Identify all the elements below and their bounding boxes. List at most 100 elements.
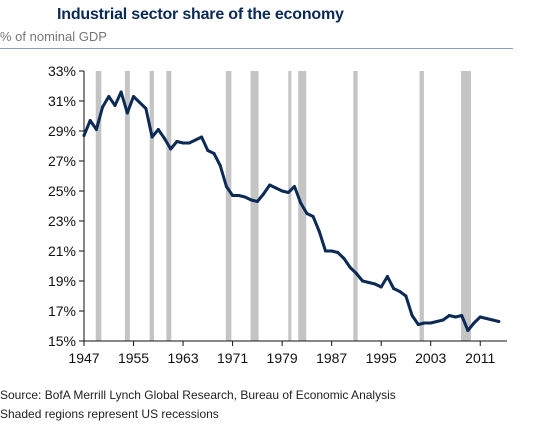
chart-subtitle: % of nominal GDP (0, 29, 107, 44)
recession-band (288, 71, 292, 341)
data-point (453, 315, 457, 319)
data-point (237, 194, 241, 197)
data-point (119, 90, 123, 94)
data-point (181, 141, 185, 145)
data-point (206, 149, 210, 152)
data-point (410, 314, 414, 317)
data-point (441, 318, 445, 322)
y-tick-label: 15% (48, 333, 76, 349)
x-tick-label: 1995 (366, 350, 397, 366)
data-point (429, 321, 433, 325)
y-axis-ticks: 15% 17% 19% 21% 23% 25% 27% 29% 31% 33% (48, 63, 84, 349)
data-point (274, 186, 278, 190)
data-point (435, 320, 439, 323)
data-point (88, 119, 92, 122)
x-tick-label: 1955 (118, 350, 149, 366)
recession-band (250, 71, 259, 341)
data-point (113, 104, 117, 107)
data-point (187, 141, 191, 145)
data-point (367, 281, 371, 284)
data-point (336, 251, 340, 254)
y-tick-label: 21% (48, 243, 76, 259)
recession-band (353, 71, 358, 341)
data-point (466, 329, 470, 332)
data-point (169, 147, 173, 151)
data-point (342, 257, 346, 260)
recession-band (95, 71, 102, 341)
data-point (323, 249, 327, 253)
data-point (280, 189, 284, 193)
data-point (293, 185, 296, 188)
data-point (299, 201, 303, 205)
x-axis-ticks: 1947 1955 1963 1971 1979 1987 1995 2003 2011 (68, 341, 495, 366)
data-point (404, 294, 408, 298)
y-tick-label: 29% (48, 123, 76, 139)
data-point (268, 183, 272, 187)
x-tick-label: 1987 (316, 350, 347, 366)
recession-shading (95, 71, 471, 341)
data-point (132, 95, 136, 98)
data-point (150, 135, 154, 139)
data-point (249, 198, 253, 202)
data-point (373, 282, 377, 286)
recession-band (166, 71, 172, 341)
data-point (447, 314, 451, 317)
data-point (497, 320, 501, 323)
chart-axes (83, 71, 507, 342)
data-point (460, 314, 464, 317)
data-point (262, 192, 266, 196)
data-point (175, 140, 179, 143)
x-tick-label: 1971 (217, 350, 248, 366)
x-tick-label: 2011 (465, 350, 495, 366)
recession-band (461, 71, 471, 341)
data-point (200, 135, 204, 139)
data-point (472, 321, 476, 325)
y-tick-label: 17% (48, 303, 76, 319)
data-point (398, 290, 402, 293)
data-point (107, 95, 111, 98)
data-point (385, 275, 389, 278)
data-point (82, 134, 86, 137)
recession-band (225, 71, 232, 341)
data-point (317, 230, 321, 233)
source-note: Source: BofA Merrill Lynch Global Resear… (0, 388, 396, 402)
data-point (125, 111, 129, 115)
data-point (156, 128, 160, 131)
data-point (348, 266, 352, 269)
data-point (162, 137, 166, 140)
series-group (82, 90, 501, 332)
data-point (330, 249, 334, 253)
data-point (423, 321, 427, 325)
data-point (255, 200, 259, 203)
y-tick-label: 31% (48, 93, 76, 109)
recession-band (149, 71, 154, 341)
data-point (311, 215, 315, 218)
data-point (243, 195, 247, 199)
data-point (101, 105, 105, 109)
y-tick-label: 23% (48, 213, 76, 229)
data-point (94, 128, 98, 131)
title-divider (0, 48, 513, 49)
x-tick-label: 1963 (167, 350, 198, 366)
data-point (193, 138, 197, 142)
data-point (138, 101, 142, 104)
data-point (224, 185, 228, 188)
data-point (361, 279, 365, 283)
data-point (478, 315, 482, 319)
y-tick-label: 27% (48, 153, 76, 169)
data-point (354, 272, 358, 275)
data-point (218, 164, 222, 167)
chart-title: Industrial sector share of the economy (57, 6, 344, 23)
x-tick-label: 2003 (415, 350, 446, 366)
recession-band (419, 71, 424, 341)
shading-note: Shaded regions represent US recessions (0, 407, 219, 421)
data-point (484, 317, 488, 320)
x-tick-label: 1947 (68, 350, 99, 366)
data-point (491, 318, 495, 322)
y-tick-label: 33% (48, 63, 76, 79)
data-point (379, 285, 383, 289)
x-tick-label: 1979 (267, 350, 298, 366)
data-point (392, 287, 396, 290)
data-point (416, 323, 420, 326)
